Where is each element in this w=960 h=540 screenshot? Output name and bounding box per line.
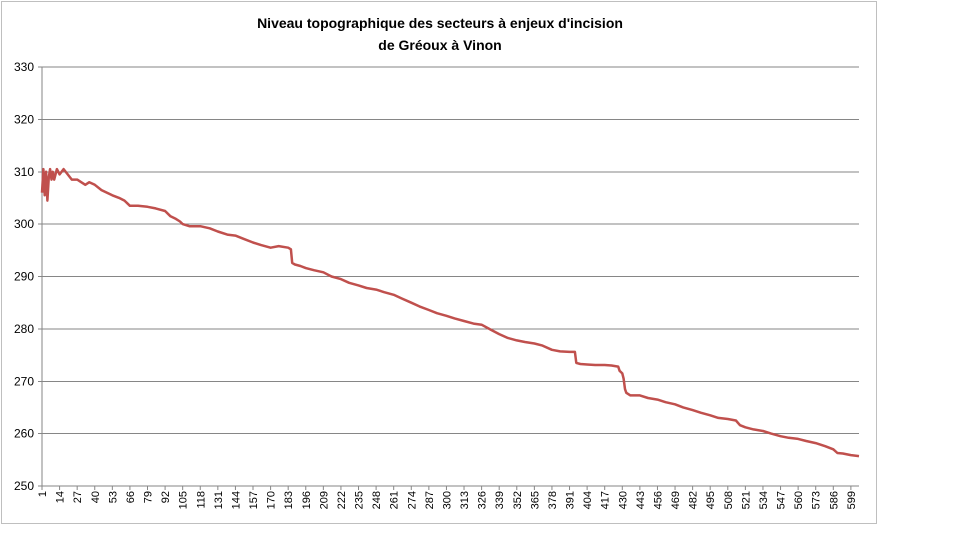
- x-tick-label: 66: [125, 491, 137, 503]
- x-tick-label: 391: [565, 491, 577, 509]
- x-tick-label: 53: [107, 491, 119, 503]
- x-tick-label: 1: [37, 491, 49, 497]
- x-tick-label: 456: [652, 491, 664, 509]
- x-tick-label: 547: [776, 491, 788, 509]
- x-tick-label: 482: [688, 491, 700, 509]
- x-tick-label: 235: [354, 491, 366, 509]
- x-tick-label: 586: [828, 491, 840, 509]
- y-tick-label: 280: [14, 322, 34, 336]
- x-tick-label: 573: [811, 491, 823, 509]
- x-tick-label: 534: [758, 491, 770, 509]
- x-tick-label: 157: [248, 491, 260, 509]
- x-tick-label: 14: [55, 491, 67, 503]
- x-tick-label: 443: [635, 491, 647, 509]
- chart-title: Niveau topographique des secteurs à enje…: [2, 12, 878, 56]
- x-tick-label: 79: [143, 491, 155, 503]
- chart-frame: Niveau topographique des secteurs à enje…: [1, 1, 877, 524]
- y-tick-label: 270: [14, 374, 34, 388]
- x-tick-label: 183: [283, 491, 295, 509]
- chart-title-line-1: Niveau topographique des secteurs à enje…: [257, 15, 623, 31]
- x-tick-label: 560: [793, 491, 805, 509]
- y-tick-label: 300: [14, 217, 34, 231]
- x-tick-label: 248: [371, 491, 383, 509]
- x-tick-label: 365: [529, 491, 541, 509]
- x-tick-label: 404: [582, 491, 594, 509]
- x-tick-label: 339: [494, 491, 506, 509]
- x-tick-label: 222: [336, 491, 348, 509]
- x-tick-label: 274: [406, 491, 418, 509]
- y-tick-label: 320: [14, 112, 34, 126]
- x-tick-label: 469: [670, 491, 682, 509]
- y-tick-label: 330: [14, 60, 34, 74]
- x-tick-label: 131: [213, 491, 225, 509]
- x-tick-label: 144: [230, 491, 242, 509]
- y-tick-label: 310: [14, 165, 34, 179]
- x-tick-label: 287: [424, 491, 436, 509]
- x-tick-label: 261: [389, 491, 401, 509]
- x-tick-label: 521: [740, 491, 752, 509]
- x-tick-label: 170: [266, 491, 278, 509]
- y-tick-label: 250: [14, 479, 34, 493]
- x-tick-label: 40: [90, 491, 102, 503]
- x-tick-label: 27: [72, 491, 84, 503]
- x-tick-label: 599: [846, 491, 858, 509]
- x-tick-label: 105: [178, 491, 190, 509]
- x-tick-label: 508: [723, 491, 735, 509]
- x-tick-label: 118: [195, 491, 207, 509]
- series-line: [40, 167, 860, 458]
- x-tick-label: 313: [459, 491, 471, 509]
- chart-title-line-2: de Gréoux à Vinon: [378, 37, 502, 53]
- x-tick-label: 495: [705, 491, 717, 509]
- x-tick-label: 352: [512, 491, 524, 509]
- x-tick-label: 326: [477, 491, 489, 509]
- y-tick-label: 290: [14, 270, 34, 284]
- x-tick-label: 92: [160, 491, 172, 503]
- y-tick-label: 260: [14, 427, 34, 441]
- x-tick-label: 430: [617, 491, 629, 509]
- x-tick-label: 417: [600, 491, 612, 509]
- x-tick-label: 196: [301, 491, 313, 509]
- x-tick-label: 378: [547, 491, 559, 509]
- x-tick-label: 300: [441, 491, 453, 509]
- x-tick-label: 209: [318, 491, 330, 509]
